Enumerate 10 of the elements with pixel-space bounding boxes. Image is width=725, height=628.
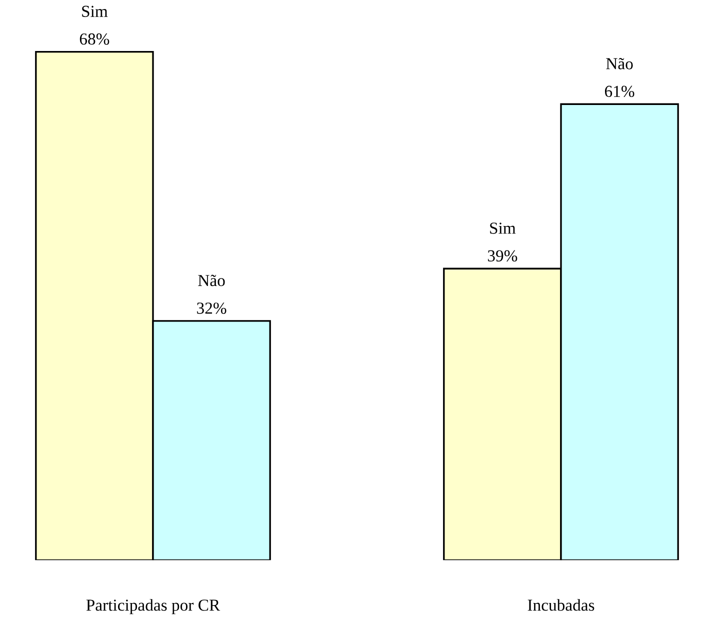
data-label: 61% — [604, 86, 634, 98]
text: Não — [606, 58, 633, 70]
text: Sim — [490, 222, 516, 234]
x-tick-label: Participadas por CR — [86, 599, 220, 614]
x-tick-label: Incubadas — [528, 599, 594, 611]
text: Não — [198, 274, 225, 286]
data-label: 32% — [197, 302, 226, 314]
data-label: 39% — [488, 250, 518, 262]
data-label: 68% — [80, 33, 110, 45]
text: Sim — [82, 6, 108, 18]
